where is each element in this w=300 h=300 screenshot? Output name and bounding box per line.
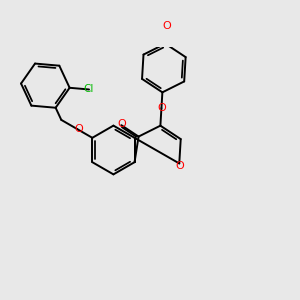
Text: O: O [74, 124, 83, 134]
Text: Cl: Cl [84, 85, 94, 94]
Text: O: O [117, 119, 126, 129]
Text: O: O [157, 103, 166, 113]
Text: O: O [162, 21, 171, 31]
Text: O: O [175, 161, 184, 171]
